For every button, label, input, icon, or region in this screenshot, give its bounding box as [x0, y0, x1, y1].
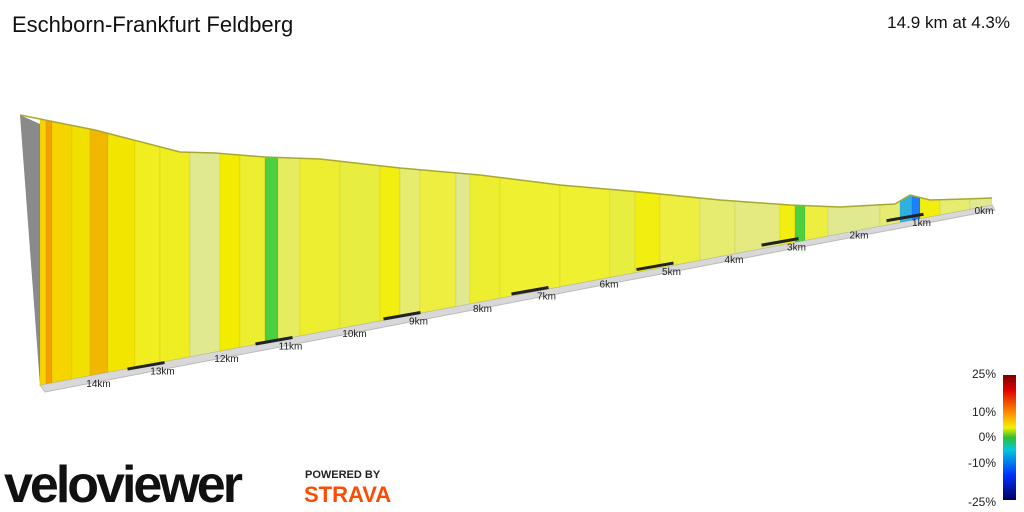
gradient-segment [189, 151, 221, 358]
distance-labels: 0km 1km 2km 3km 4km 5km 6km 7km 8km 9km 10km 11km 12… [86, 206, 993, 390]
gradient-segment [804, 205, 829, 241]
gradient-segment [159, 146, 191, 363]
km-label: 2km [850, 230, 869, 241]
gradient-segment [277, 157, 301, 341]
gradient-segment [794, 204, 806, 243]
legend-label: 10% [972, 405, 996, 419]
km-bar [127, 361, 165, 371]
legend-label: -25% [968, 495, 996, 509]
km-label: 14km [86, 379, 110, 390]
km-label: 11km [279, 342, 303, 353]
gradient-segment [39, 118, 47, 386]
gradient-segment [339, 160, 381, 329]
km-bar [886, 212, 924, 223]
km-label: 9km [409, 317, 428, 328]
km-label: 7km [537, 292, 556, 303]
gradient-segment [469, 173, 501, 305]
km-bar [636, 261, 674, 272]
gradient-segment [299, 157, 341, 337]
elevation-profile [19, 114, 996, 393]
km-label: 8km [473, 304, 492, 315]
gradient-segment [379, 165, 401, 322]
gradient-segment [659, 193, 701, 269]
gradient-scale [1003, 375, 1016, 500]
km-label: 6km [600, 279, 619, 290]
ridge [19, 114, 993, 208]
gradient-segment [107, 132, 136, 373]
gradient-segment [399, 167, 421, 318]
km-bar [255, 336, 293, 346]
legend-label: -10% [968, 456, 996, 470]
km-bar [761, 237, 799, 247]
logo: veloviewer [4, 456, 243, 512]
gradient-segment [734, 200, 781, 254]
gradient-segment [609, 189, 636, 278]
gradient-segment [89, 128, 109, 376]
gradient-segment [559, 184, 611, 288]
km-label: 5km [662, 267, 681, 278]
legend-label: 0% [979, 430, 997, 444]
gradient-segment [699, 197, 736, 261]
km-label: 0km [975, 206, 994, 217]
km-label: 12km [214, 354, 238, 365]
gradient-segment [45, 119, 53, 385]
legend-label: 25% [972, 367, 996, 381]
title: Eschborn-Frankfurt Feldberg [12, 12, 293, 37]
km-label: 3km [787, 243, 806, 254]
gradient-legend: 25% 10% 0% -10% -25% [968, 367, 996, 509]
km-label: 13km [150, 367, 174, 378]
gradient-segment [264, 156, 279, 343]
km-bar [511, 286, 549, 296]
gradient-segment [419, 169, 457, 314]
km-bar [383, 311, 421, 321]
summary: 14.9 km at 4.3% [887, 13, 1010, 32]
side [20, 115, 40, 385]
km-label: 1km [912, 218, 931, 229]
gradient-segment [455, 172, 471, 307]
gradient-segment [219, 153, 241, 352]
km-label: 4km [725, 255, 744, 266]
km-label: 10km [342, 329, 366, 340]
powered-by: POWERED BY [305, 469, 381, 481]
gradient-segment [51, 121, 73, 384]
base [39, 204, 996, 393]
gradient-segment [634, 191, 661, 273]
gradient-segment [134, 139, 161, 368]
gradient-segment [499, 177, 561, 299]
strava: STRAVA [304, 482, 391, 507]
gradient-segment [239, 154, 266, 348]
gradient-segment [71, 125, 91, 380]
